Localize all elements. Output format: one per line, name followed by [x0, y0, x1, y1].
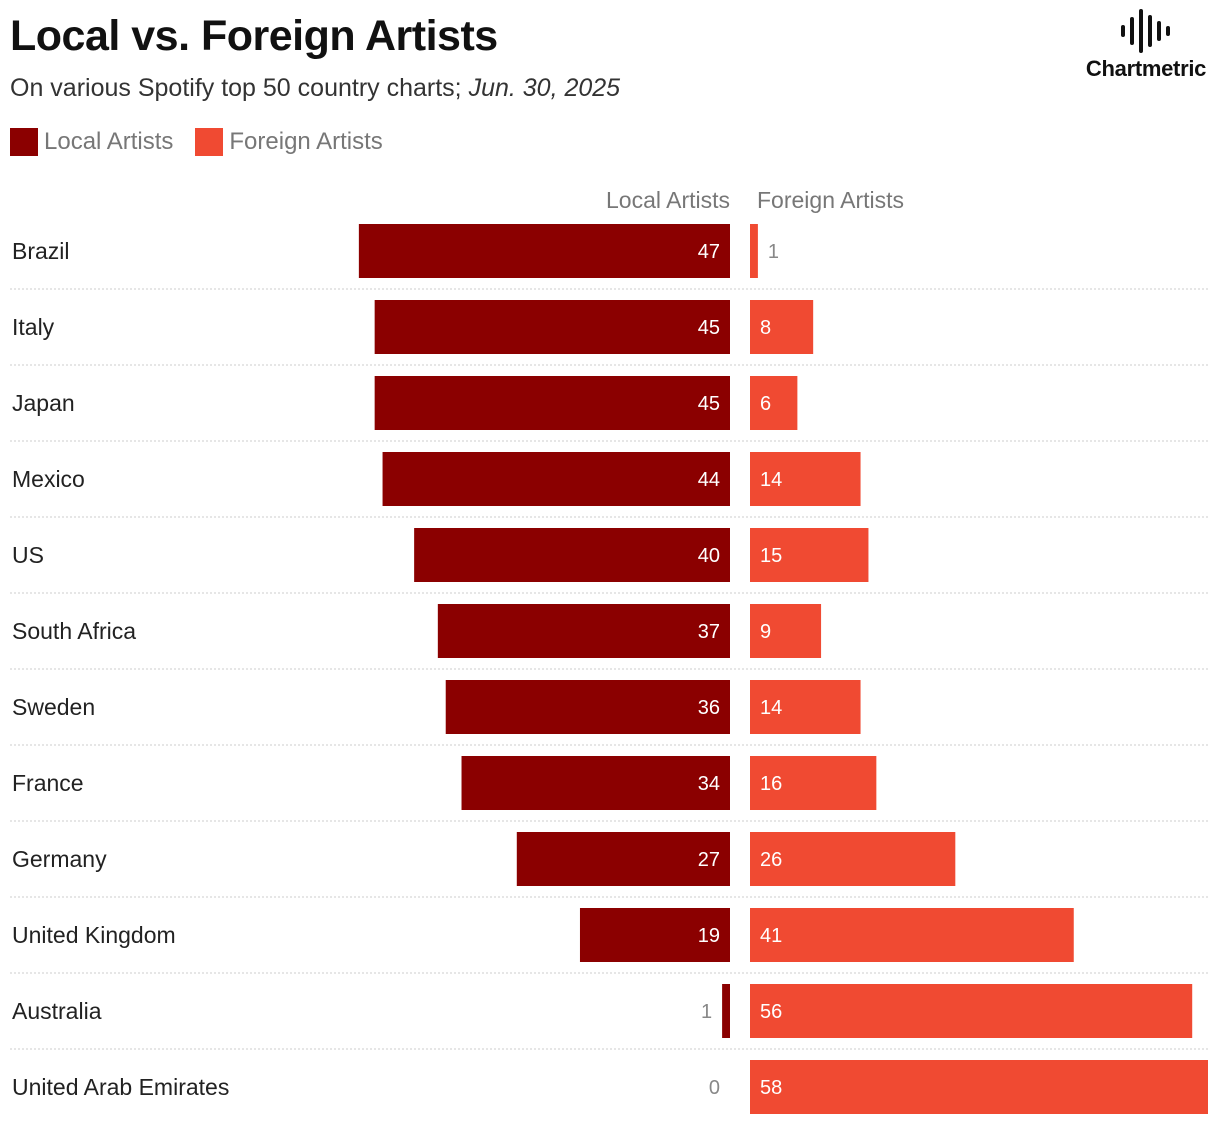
value-label-foreign: 1: [768, 241, 779, 263]
bar-foreign: [750, 680, 861, 734]
country-label: United Arab Emirates: [12, 1074, 229, 1100]
country-label: Sweden: [12, 694, 95, 720]
country-label: US: [12, 542, 44, 568]
bar-foreign: [750, 452, 861, 506]
bar-foreign: [750, 224, 758, 278]
country-label: Germany: [12, 846, 107, 872]
value-label-local: 36: [698, 697, 720, 719]
legend: Local Artists Foreign Artists: [10, 128, 405, 156]
column-header-foreign: Foreign Artists: [757, 187, 904, 213]
value-label-foreign: 58: [760, 1077, 782, 1099]
value-label-local: 44: [698, 469, 720, 491]
bar-local: [445, 680, 730, 734]
country-label: Australia: [12, 998, 102, 1024]
bar-local: [382, 452, 730, 506]
value-label-foreign: 26: [760, 849, 782, 871]
legend-item-foreign: Foreign Artists: [195, 128, 383, 156]
bar-local: [374, 300, 730, 354]
chart-area: Local Artists Foreign Artists Brazil 47 1 Ita…: [10, 187, 1208, 1114]
bar-local: [414, 528, 730, 582]
value-label-local: 45: [698, 393, 720, 415]
bar-foreign: [750, 984, 1193, 1038]
legend-swatch-local: [10, 128, 38, 156]
value-label-foreign: 9: [760, 621, 771, 643]
bar-foreign: [750, 1060, 1208, 1114]
value-label-local: 19: [698, 925, 720, 947]
value-label-foreign: 56: [760, 1001, 782, 1023]
country-label: South Africa: [12, 618, 136, 644]
bar-local: [516, 832, 730, 886]
bar-foreign: [750, 908, 1074, 962]
value-label-local: 0: [709, 1077, 720, 1099]
value-label-foreign: 14: [760, 697, 782, 719]
value-label-foreign: 8: [760, 317, 771, 339]
country-label: Japan: [12, 390, 75, 416]
bar-foreign: [750, 832, 956, 886]
chartmetric-logo: Chartmetric: [1080, 8, 1212, 98]
bar-local: [437, 604, 730, 658]
value-label-local: 47: [698, 241, 720, 263]
subtitle-text: On various Spotify top 50 country charts…: [10, 74, 469, 102]
country-label: Italy: [12, 314, 55, 340]
column-header-local: Local Artists: [606, 187, 730, 213]
value-label-local: 27: [698, 849, 720, 871]
value-label-local: 40: [698, 545, 720, 567]
country-label: United Kingdom: [12, 922, 176, 948]
bar-local: [722, 984, 730, 1038]
bar-foreign: [750, 528, 869, 582]
bar-local: [579, 908, 730, 962]
bar-local: [461, 756, 730, 810]
bar-local: [374, 376, 730, 430]
value-label-local: 34: [698, 773, 720, 795]
bar-foreign: [750, 604, 822, 658]
logo-text: Chartmetric: [1085, 56, 1207, 81]
value-label-foreign: 15: [760, 545, 782, 567]
chart-subtitle: On various Spotify top 50 country charts…: [10, 74, 620, 103]
country-label: Mexico: [12, 466, 85, 492]
legend-item-local: Local Artists: [10, 128, 173, 156]
chart-title: Local vs. Foreign Artists: [10, 12, 498, 60]
waveform-icon: [1121, 9, 1170, 53]
value-label-foreign: 41: [760, 925, 782, 947]
country-label: Brazil: [12, 238, 70, 264]
value-label-foreign: 14: [760, 469, 782, 491]
bar-local: [358, 224, 730, 278]
country-label: France: [12, 770, 84, 796]
bar-foreign: [750, 756, 877, 810]
value-label-foreign: 6: [760, 393, 771, 415]
legend-swatch-foreign: [195, 128, 224, 156]
bar-foreign: [750, 376, 798, 430]
legend-label-foreign: Foreign Artists: [229, 128, 383, 155]
subtitle-date: Jun. 30, 2025: [468, 74, 621, 102]
value-label-foreign: 16: [760, 773, 782, 795]
bar-foreign: [750, 300, 814, 354]
legend-label-local: Local Artists: [44, 128, 174, 155]
value-label-local: 45: [698, 317, 720, 339]
value-label-local: 1: [701, 1001, 712, 1023]
value-label-local: 37: [698, 621, 720, 643]
